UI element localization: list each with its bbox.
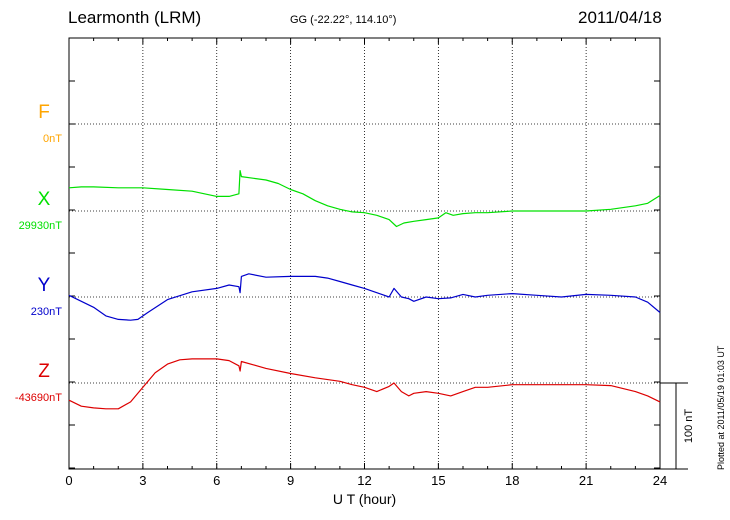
series-line-y	[68, 273, 661, 321]
grid-layer	[69, 38, 660, 469]
x-tick-label: 24	[653, 473, 667, 488]
chart-date: 2011/04/18	[578, 8, 662, 27]
series-label-f: F	[38, 102, 50, 123]
series-label-y: Y	[38, 275, 51, 296]
x-tick-label: 15	[431, 473, 445, 488]
station-title: Learmonth (LRM)	[68, 8, 202, 27]
x-tick-label: 9	[287, 473, 294, 488]
x-tick-label: 3	[139, 473, 146, 488]
x-axis-label: U T (hour)	[333, 491, 396, 507]
series-baseline-x: 29930nT	[19, 220, 63, 232]
x-tick-label: 18	[505, 473, 519, 488]
scale-bar-label: 100 nT	[683, 409, 695, 444]
plot-frame: 0 3 6 9 12 15 18 21 24 U T (hour)	[65, 37, 667, 507]
series-line-z	[68, 358, 661, 410]
plotted-timestamp: Plotted at 2011/05/19 01:03 UT	[716, 345, 726, 470]
series-layer: F 0nT X 29930nT Y 230nT Z -43690nT	[15, 102, 661, 410]
x-tick-label: 21	[579, 473, 593, 488]
x-tick-label: 0	[65, 473, 72, 488]
series-baseline-z: -43690nT	[15, 392, 62, 404]
x-tick-label: 6	[213, 473, 220, 488]
x-tick-label: 12	[357, 473, 371, 488]
series-line-x	[68, 170, 661, 228]
series-label-x: X	[38, 189, 51, 210]
scale-bar: 100 nT	[660, 382, 695, 470]
series-baseline-y: 230nT	[31, 306, 62, 318]
station-coordinates: GG (-22.22°, 114.10°)	[290, 14, 397, 26]
series-baseline-f: 0nT	[43, 133, 62, 145]
series-label-z: Z	[38, 361, 50, 382]
